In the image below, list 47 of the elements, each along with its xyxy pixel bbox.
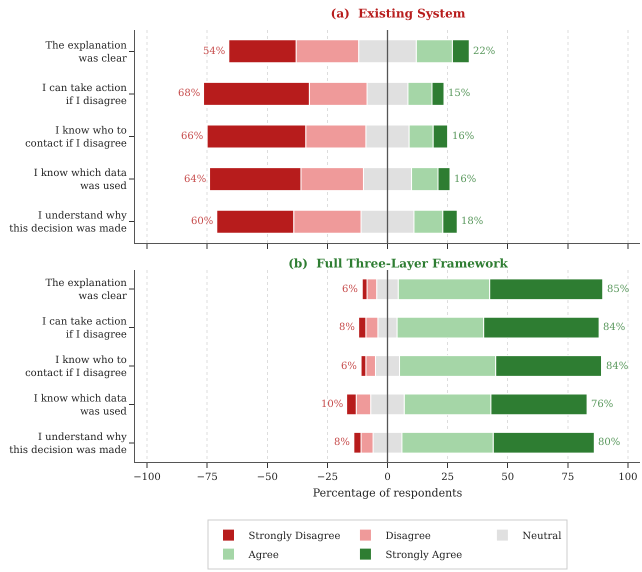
annotation: 8% (339, 322, 355, 333)
legend-label: Neutral (522, 531, 562, 542)
x-tick-label: 50 (501, 472, 514, 484)
y-tick-label: I know who to contact if I disagree (25, 126, 127, 150)
annotation: 22% (473, 46, 496, 57)
x-tick-label: −50 (256, 472, 278, 484)
annotation: 18% (461, 216, 484, 227)
y-tick-label: I can take action if I disagree (42, 82, 128, 107)
x-tick-label: −100 (133, 472, 161, 484)
annotation: 60% (191, 216, 214, 227)
y-tick-label: I can take action if I disagree (42, 316, 128, 341)
y-tick-label: The explanation was clear (45, 40, 128, 64)
chart-title: (b) Full Three-Layer Framework (288, 256, 509, 270)
annotation: 66% (181, 131, 204, 142)
annotation: 85% (607, 284, 630, 295)
x-tick-label: 75 (561, 472, 574, 484)
legend-label: Strongly Agree (385, 550, 462, 561)
annotation: 15% (448, 88, 470, 99)
annotation: 16% (452, 131, 474, 142)
y-tick-label: I understand why this decision was made (9, 432, 128, 456)
x-tick-label: −75 (196, 472, 218, 484)
x-tick-label: 100 (618, 472, 638, 484)
legend-label: Agree (248, 550, 279, 561)
annotation: 6% (341, 361, 357, 372)
annotation: 8% (334, 437, 350, 448)
x-tick-label: −25 (316, 472, 338, 484)
annotation: 16% (454, 174, 476, 185)
annotation: 64% (184, 174, 206, 185)
annotation: 76% (591, 399, 614, 410)
annotation: 84% (606, 361, 628, 372)
annotation: 54% (203, 46, 226, 57)
y-tick-label: I know which data was used (34, 168, 128, 192)
x-tick-label: 25 (441, 472, 454, 484)
annotation: 80% (598, 437, 620, 448)
y-tick-label: I understand why this decision was made (9, 210, 128, 235)
annotation: 6% (342, 284, 358, 295)
annotation: 84% (603, 322, 626, 333)
legend-label: Disagree (385, 531, 431, 542)
x-tick-label: 0 (384, 472, 391, 484)
x-axis-title: Percentage of respondents (312, 486, 463, 500)
y-tick-label: I know which data was used (34, 393, 128, 418)
annotation: 10% (321, 399, 344, 410)
y-tick-label: I know who to contact if I disagree (25, 355, 127, 379)
y-tick-label: The explanation was clear (45, 278, 128, 302)
legend-label: Strongly Disagree (248, 531, 340, 542)
annotation: 68% (178, 88, 200, 99)
chart-title: (a) Existing System (330, 6, 466, 20)
